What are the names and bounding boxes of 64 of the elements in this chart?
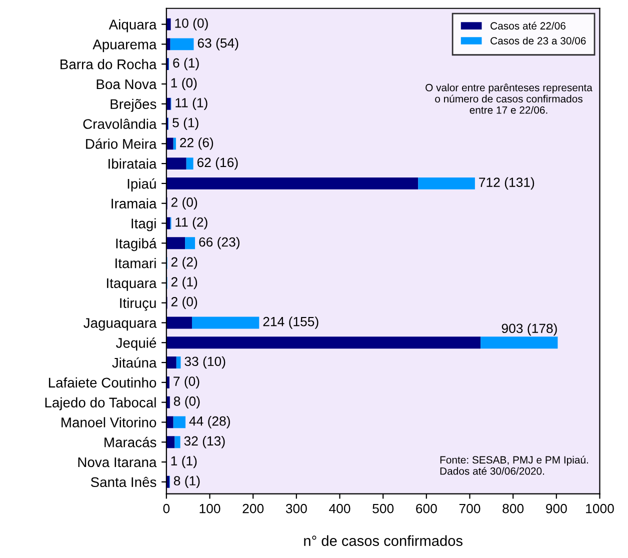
total-label: 5 (1) [172, 118, 198, 130]
y-tick-label: Ibirataia [108, 158, 157, 169]
x-tick-label: 500 [372, 504, 394, 514]
y-tick-label: Lajedo do Tabocal [45, 397, 156, 410]
total-label: 2 (2) [171, 256, 198, 270]
x-axis-title: n° de casos confirmados [304, 535, 462, 546]
total-label: 33 (10) [184, 356, 226, 369]
total-label: 66 (23) [199, 236, 240, 250]
y-tick-label: Jitaúna [112, 357, 157, 368]
y-tick-label: Dário Meira [86, 138, 157, 149]
y-tick-label: Jaguaquara [84, 318, 157, 331]
total-label: 11 (2) [176, 217, 208, 230]
y-tick-label: Manoel Vitorino [62, 417, 156, 428]
y-tick-label: Ipiaú [128, 178, 156, 192]
total-label: 63 (54) [198, 38, 238, 50]
total-label: 6 (1) [173, 58, 199, 70]
x-tick-label: 700 [459, 504, 480, 514]
y-tick-label: Jequié [116, 338, 156, 351]
y-tick-label: Maracás [104, 436, 156, 448]
total-label: 712 (131) [479, 177, 534, 190]
total-label: 2 (0) [171, 296, 198, 309]
x-tick-label: 0 [163, 504, 170, 514]
annotation: Fonte: SESAB, PMJ e PM Ipiaú. Dados até 30/06/2020. [440, 456, 588, 475]
y-tick-label: Barra do Rocha [60, 59, 157, 70]
y-tick-label: Brejões [110, 98, 156, 112]
y-tick-label: Itagi [132, 218, 156, 232]
y-tick-label: Boa Nova [96, 79, 157, 90]
y-tick-label: Apuarema [92, 40, 157, 52]
annotation: O valor entre parênteses representa o número de casos confirmados entre 17 e 22/06. [426, 84, 592, 114]
total-label: 2 (1) [171, 276, 198, 290]
y-tick-label: Cravolândia [83, 118, 157, 129]
x-tick-label: 200 [242, 504, 264, 514]
legend-label: Casos de 23 a 30/06 [490, 36, 586, 44]
x-tick-label: 800 [502, 504, 524, 514]
total-label: 22 (6) [180, 138, 214, 150]
total-label: 8 (0) [174, 396, 200, 408]
x-tick-label: 900 [546, 504, 567, 514]
x-tick-label: 300 [286, 504, 307, 514]
x-tick-label: 100 [200, 504, 220, 514]
y-tick-label: Itamari [116, 258, 156, 268]
y-tick-label: Nova Itarana [78, 457, 157, 468]
y-tick-label: Lafaiete Coutinho [48, 377, 156, 388]
y-tick-label: Santa Inês [90, 476, 156, 488]
y-tick-label: Aiquara [108, 19, 157, 32]
y-tick-label: Itaquara [107, 278, 157, 291]
total-label: 7 (0) [174, 376, 200, 389]
x-tick-label: 400 [329, 504, 350, 514]
total-label: 1 (1) [171, 456, 197, 468]
x-tick-label: 1000 [586, 504, 614, 514]
total-label: 11 (1) [176, 98, 208, 110]
total-label: 1 (0) [171, 78, 197, 90]
total-label: 62 (16) [197, 157, 238, 170]
legend-label: Casos até 22/06 [490, 22, 566, 30]
total-label: 32 (13) [184, 436, 225, 448]
y-tick-label: Itagibá [116, 238, 157, 252]
total-label: 903 (178) [502, 323, 557, 336]
x-tick-label: 600 [416, 504, 437, 514]
y-tick-label: Itiruçu [120, 298, 156, 311]
total-label: 44 (28) [189, 416, 230, 428]
total-label: 10 (0) [175, 18, 208, 30]
total-label: 2 (0) [171, 197, 198, 210]
total-label: 8 (1) [174, 476, 200, 488]
y-tick-label: Iramaia [112, 198, 157, 209]
total-label: 214 (155) [263, 316, 318, 329]
